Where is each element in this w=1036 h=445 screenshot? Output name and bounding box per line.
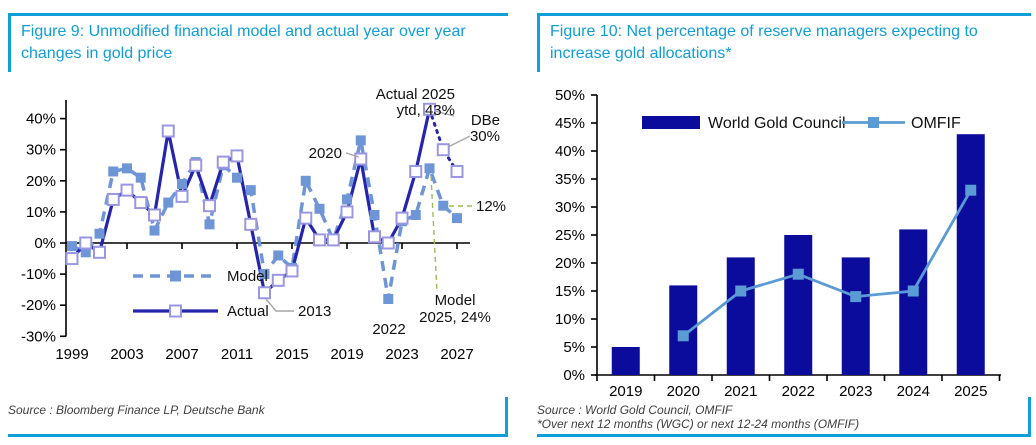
svg-text:50%: 50% [555, 87, 585, 104]
svg-text:2023: 2023 [839, 383, 872, 400]
svg-text:10%: 10% [26, 204, 56, 221]
svg-text:OMFIF: OMFIF [911, 115, 961, 132]
svg-text:10%: 10% [555, 311, 585, 328]
figure10-source-line2: *Over next 12 months (WGC) or next 12-24… [537, 417, 860, 431]
svg-text:1999: 1999 [55, 346, 88, 363]
svg-text:35%: 35% [555, 171, 585, 188]
svg-text:2025, 24%: 2025, 24% [419, 309, 491, 326]
svg-text:20%: 20% [26, 173, 56, 190]
svg-text:2019: 2019 [330, 346, 363, 363]
svg-text:2022: 2022 [372, 321, 405, 338]
figure10-chart: 0% 5% 10% 15% 20% 25% 30% 35% 40% 45% 50% 2019 2020 2… [555, 87, 1001, 400]
svg-text:ytd, 43%: ytd, 43% [397, 102, 455, 119]
svg-text:30%: 30% [555, 199, 585, 216]
svg-text:-30%: -30% [21, 328, 56, 345]
svg-text:Model: Model [227, 268, 268, 285]
svg-text:25%: 25% [555, 227, 585, 244]
figure10-title: Figure 10: Net percentage of reserve man… [537, 16, 1005, 72]
svg-text:2027: 2027 [440, 346, 473, 363]
figure10-source-line1: Source : World Gold Council, OMFIF [537, 403, 733, 417]
figure9-title: Figure 9: Unmodified financial model and… [8, 16, 491, 72]
svg-text:2020: 2020 [309, 145, 342, 162]
figure9-header: Figure 9: Unmodified financial model and… [8, 13, 508, 72]
svg-text:World Gold Council: World Gold Council [708, 115, 846, 132]
svg-text:Model: Model [435, 292, 476, 309]
svg-text:15%: 15% [555, 283, 585, 300]
svg-text:2003: 2003 [110, 346, 143, 363]
svg-text:2015: 2015 [275, 346, 308, 363]
figure10-panel: Figure 10: Net percentage of reserve man… [537, 13, 1031, 437]
svg-text:30%: 30% [470, 128, 500, 145]
svg-text:2020: 2020 [667, 383, 700, 400]
figure10-source: Source : World Gold Council, OMFIF *Over… [537, 397, 1031, 431]
figure10-footer-rule [1028, 397, 1031, 434]
svg-text:2021: 2021 [724, 383, 757, 400]
svg-text:2025: 2025 [954, 383, 987, 400]
svg-text:5%: 5% [563, 339, 585, 356]
svg-text:2007: 2007 [165, 346, 198, 363]
svg-text:Actual 2025: Actual 2025 [376, 86, 455, 103]
svg-text:45%: 45% [555, 115, 585, 132]
figure10-header: Figure 10: Net percentage of reserve man… [537, 13, 1031, 72]
figure9-panel: Figure 9: Unmodified financial model and… [8, 13, 508, 437]
svg-text:2024: 2024 [897, 383, 930, 400]
svg-text:40%: 40% [26, 111, 56, 128]
svg-text:Actual: Actual [227, 303, 269, 320]
figure9-chart: -30% -20% -10% 0% 10% 20% 30% 40% 1999 2003 2007 20… [21, 86, 506, 363]
svg-text:30%: 30% [26, 142, 56, 159]
svg-text:12%: 12% [476, 198, 506, 215]
svg-text:2023: 2023 [385, 346, 418, 363]
svg-text:2011: 2011 [221, 346, 253, 363]
svg-text:0%: 0% [34, 235, 56, 252]
svg-text:40%: 40% [555, 143, 585, 160]
figure9-footer: Source : Bloomberg Finance LP, Deutsche … [8, 397, 508, 437]
svg-text:-20%: -20% [21, 297, 56, 314]
svg-text:0%: 0% [563, 367, 585, 384]
figure10-footer: Source : World Gold Council, OMFIF *Over… [537, 397, 1031, 437]
svg-text:2022: 2022 [782, 383, 815, 400]
svg-text:DBe: DBe [471, 112, 500, 129]
svg-text:-10%: -10% [21, 266, 56, 283]
svg-text:2013: 2013 [298, 303, 331, 320]
figure9-source: Source : Bloomberg Finance LP, Deutsche … [8, 403, 265, 417]
figure9-footer-rule [505, 397, 508, 434]
svg-text:2019: 2019 [609, 383, 642, 400]
svg-text:20%: 20% [555, 255, 585, 272]
